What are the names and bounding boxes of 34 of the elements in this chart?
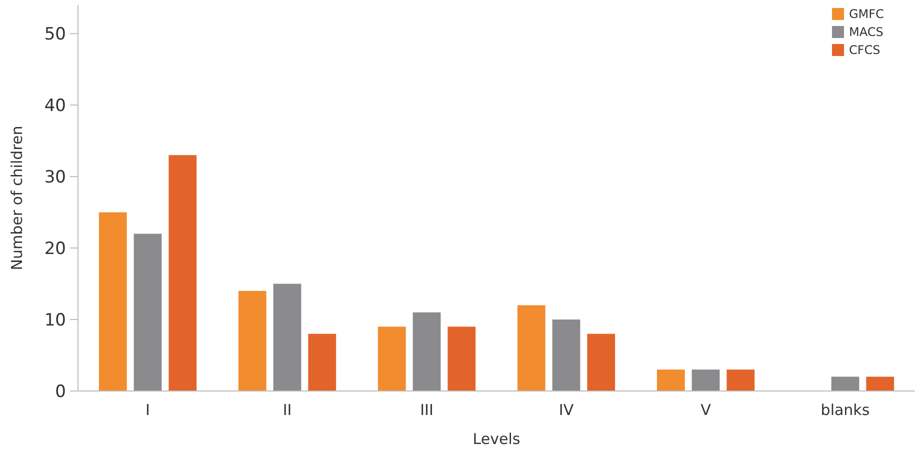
x-tick-label: IV (558, 401, 574, 419)
bar (866, 376, 894, 391)
bar (168, 155, 197, 391)
bar (587, 334, 616, 391)
bar (98, 212, 127, 391)
bar (308, 334, 336, 391)
y-tick-label: 50 (44, 24, 66, 45)
bar (448, 326, 476, 391)
bar (238, 290, 266, 391)
y-tick-label: 30 (44, 168, 66, 188)
y-tick-label: 10 (44, 310, 66, 330)
x-tick-label: I (146, 401, 150, 419)
y-tick-label: 0 (55, 382, 66, 402)
y-axis-title: Number of children (8, 126, 26, 270)
legend-label: GMFC (849, 7, 884, 22)
x-tick-label: V (700, 401, 712, 419)
bar (692, 370, 720, 391)
x-tick-label: III (420, 401, 434, 419)
x-axis-title: Levels (472, 430, 520, 448)
bar (273, 284, 302, 391)
y-tick-label: 40 (44, 96, 66, 116)
bar (412, 312, 441, 391)
bar (656, 370, 685, 391)
legend-label: CFCS (849, 43, 880, 58)
x-tick-label: II (282, 401, 292, 419)
bar (552, 320, 580, 391)
x-tick-label: blanks (820, 401, 870, 419)
bar (831, 376, 860, 391)
y-tick-label: 20 (44, 238, 66, 259)
bar (726, 370, 755, 391)
bar (378, 326, 406, 391)
legend-label: MACS (849, 25, 884, 40)
bar (517, 305, 546, 391)
bar (134, 234, 162, 391)
